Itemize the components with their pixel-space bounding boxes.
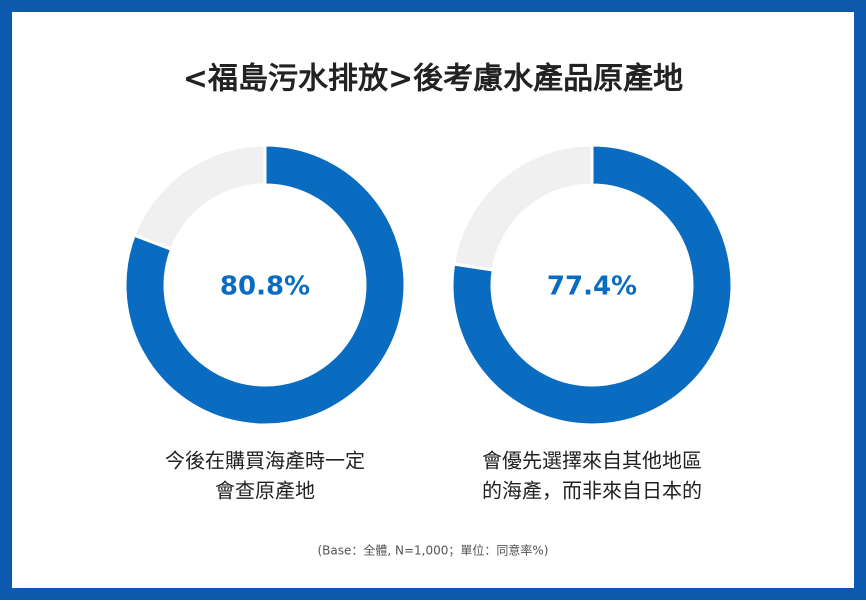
donut-segment bbox=[450, 143, 734, 427]
value-label: 80.8% bbox=[220, 272, 310, 302]
title: <福島污水排放>後考慮水產品原產地 bbox=[183, 62, 683, 97]
footnote: (Base：全體, N=1,000；單位：同意率%) bbox=[317, 543, 548, 558]
donut-segment bbox=[132, 143, 267, 252]
value-label: 77.4% bbox=[547, 272, 637, 302]
chart-label: 會優先選擇來自其他地區 bbox=[482, 449, 702, 473]
donut-segment bbox=[451, 143, 594, 272]
chart-label: 今後在購買海產時一定 bbox=[165, 449, 365, 473]
donut-segment bbox=[123, 143, 407, 427]
chart-label: 的海產，而非來自日本的 bbox=[482, 479, 702, 503]
chart-label: 會查原產地 bbox=[215, 479, 315, 503]
